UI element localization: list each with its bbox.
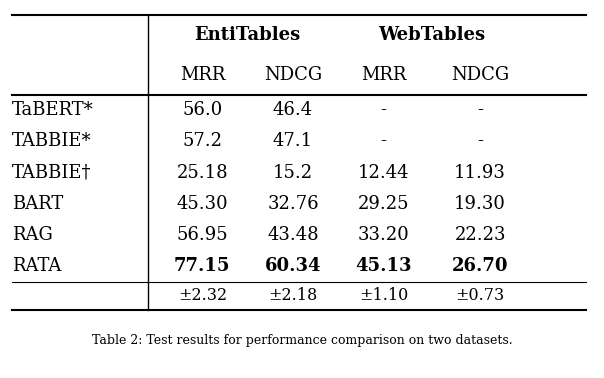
Text: 11.93: 11.93 xyxy=(454,164,506,182)
Text: EntiTables: EntiTables xyxy=(194,26,301,44)
Text: 19.30: 19.30 xyxy=(454,195,506,213)
Text: -: - xyxy=(477,101,483,119)
Text: 29.25: 29.25 xyxy=(358,195,410,213)
Text: 43.48: 43.48 xyxy=(267,226,319,244)
Text: 26.70: 26.70 xyxy=(452,257,509,275)
Text: 15.2: 15.2 xyxy=(273,164,313,182)
Text: NDCG: NDCG xyxy=(264,66,322,84)
Text: 56.0: 56.0 xyxy=(182,101,222,119)
Text: MRR: MRR xyxy=(361,66,406,84)
Text: 60.34: 60.34 xyxy=(265,257,321,275)
Text: -: - xyxy=(477,132,483,150)
Text: -: - xyxy=(381,101,387,119)
Text: 25.18: 25.18 xyxy=(176,164,228,182)
Text: 45.13: 45.13 xyxy=(355,257,412,275)
Text: 32.76: 32.76 xyxy=(267,195,319,213)
Text: NDCG: NDCG xyxy=(451,66,509,84)
Text: ±2.18: ±2.18 xyxy=(268,287,318,304)
Text: 77.15: 77.15 xyxy=(174,257,231,275)
Text: 33.20: 33.20 xyxy=(358,226,410,244)
Text: ±2.32: ±2.32 xyxy=(178,287,227,304)
Text: RAG: RAG xyxy=(12,226,53,244)
Text: ±1.10: ±1.10 xyxy=(359,287,408,304)
Text: 45.30: 45.30 xyxy=(176,195,228,213)
Text: Table 2: Test results for performance comparison on two datasets.: Table 2: Test results for performance co… xyxy=(92,334,512,347)
Text: WebTables: WebTables xyxy=(378,26,486,44)
Text: TaBERT*: TaBERT* xyxy=(12,101,94,119)
Text: MRR: MRR xyxy=(179,66,225,84)
Text: 46.4: 46.4 xyxy=(273,101,313,119)
Text: 47.1: 47.1 xyxy=(273,132,313,150)
Text: TABBIE*: TABBIE* xyxy=(12,132,92,150)
Text: BART: BART xyxy=(12,195,63,213)
Text: 12.44: 12.44 xyxy=(358,164,410,182)
Text: -: - xyxy=(381,132,387,150)
Text: 56.95: 56.95 xyxy=(176,226,228,244)
Text: ±0.73: ±0.73 xyxy=(455,287,505,304)
Text: 22.23: 22.23 xyxy=(454,226,506,244)
Text: TABBIE†: TABBIE† xyxy=(12,164,92,182)
Text: RATA: RATA xyxy=(12,257,62,275)
Text: 57.2: 57.2 xyxy=(182,132,222,150)
